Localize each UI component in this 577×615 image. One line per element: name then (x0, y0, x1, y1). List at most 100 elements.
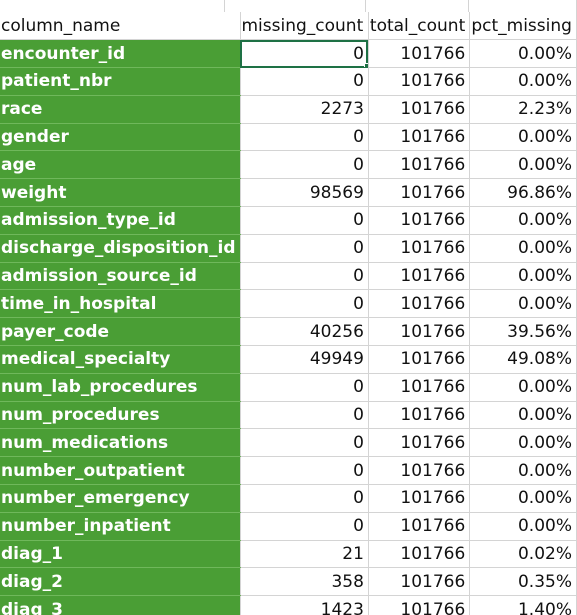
cell-total-count[interactable]: 101766 (368, 262, 471, 291)
cell-total-count[interactable]: 101766 (368, 206, 471, 235)
cell-total-count[interactable]: 101766 (368, 456, 471, 486)
cell-column-name[interactable]: payer_code (0, 317, 241, 347)
cell-missing-count[interactable]: 0 (240, 206, 369, 235)
cell-column-name[interactable]: gender (0, 123, 241, 152)
table-row: gender 0 101766 0.00% (0, 123, 577, 152)
cell-pct-missing[interactable]: 0.35% (469, 567, 577, 597)
cell-total-count[interactable]: 101766 (368, 595, 471, 615)
cell-pct-missing[interactable]: 0.00% (469, 401, 577, 430)
cell-missing-count[interactable]: 0 (240, 401, 369, 430)
cell-total-count[interactable]: 101766 (368, 178, 471, 208)
cell-pct-missing[interactable]: 2.23% (469, 95, 577, 124)
cell-missing-count[interactable]: 0 (240, 373, 369, 402)
table-row: race 2273 101766 2.23% (0, 95, 577, 124)
cell-pct-missing[interactable]: 0.00% (469, 234, 577, 263)
cell-missing-count[interactable]: 0 (240, 123, 369, 152)
table-row: patient_nbr 0 101766 0.00% (0, 67, 577, 96)
cell-column-name[interactable]: num_lab_procedures (0, 373, 241, 402)
data-table: column_name missing_count total_count pc… (0, 12, 577, 615)
header-total-count[interactable]: total_count (368, 12, 471, 41)
cell-total-count[interactable]: 101766 (368, 39, 471, 69)
cell-total-count[interactable]: 101766 (368, 67, 471, 96)
header-column-name[interactable]: column_name (0, 12, 241, 41)
cell-missing-count[interactable]: 0 (240, 39, 369, 69)
cell-pct-missing[interactable]: 0.00% (469, 123, 577, 152)
cell-missing-count[interactable]: 0 (240, 428, 369, 458)
cell-missing-count[interactable]: 0 (240, 234, 369, 263)
cell-pct-missing[interactable]: 0.02% (469, 540, 577, 569)
cell-missing-count[interactable]: 2273 (240, 95, 369, 124)
cell-column-name[interactable]: diag_3 (0, 595, 241, 615)
cell-pct-missing[interactable]: 0.00% (469, 206, 577, 235)
cell-missing-count[interactable]: 0 (240, 67, 369, 96)
cell-total-count[interactable]: 101766 (368, 484, 471, 513)
cell-missing-count[interactable]: 0 (240, 262, 369, 291)
header-row: column_name missing_count total_count pc… (0, 12, 577, 41)
cell-pct-missing[interactable]: 0.00% (469, 512, 577, 541)
cell-missing-count[interactable]: 98569 (240, 178, 369, 208)
cell-column-name[interactable]: number_outpatient (0, 456, 241, 486)
header-strip-cell (469, 0, 577, 12)
cell-pct-missing[interactable]: 0.00% (469, 39, 577, 69)
cell-pct-missing[interactable]: 0.00% (469, 484, 577, 513)
header-pct-missing[interactable]: pct_missing (469, 12, 577, 41)
cell-column-name[interactable]: encounter_id (0, 39, 241, 69)
cell-missing-count[interactable]: 0 (240, 456, 369, 486)
cell-column-name[interactable]: patient_nbr (0, 67, 241, 96)
cell-missing-count[interactable]: 0 (240, 289, 369, 319)
cell-column-name[interactable]: weight (0, 178, 241, 208)
cell-total-count[interactable]: 101766 (368, 401, 471, 430)
cell-pct-missing[interactable]: 0.00% (469, 456, 577, 486)
cell-column-name[interactable]: medical_specialty (0, 345, 241, 374)
cell-pct-missing[interactable]: 0.00% (469, 373, 577, 402)
cell-missing-count[interactable]: 0 (240, 150, 369, 180)
table-row: time_in_hospital 0 101766 0.00% (0, 289, 577, 319)
cell-missing-count[interactable]: 0 (240, 484, 369, 513)
fill-handle[interactable] (363, 63, 368, 67)
cell-total-count[interactable]: 101766 (368, 567, 471, 597)
cell-column-name[interactable]: age (0, 150, 241, 180)
cell-total-count[interactable]: 101766 (368, 345, 471, 374)
cell-pct-missing[interactable]: 0.00% (469, 428, 577, 458)
cell-total-count[interactable]: 101766 (368, 95, 471, 124)
cell-missing-count[interactable]: 40256 (240, 317, 369, 347)
header-missing-count[interactable]: missing_count (240, 12, 369, 41)
cell-total-count[interactable]: 101766 (368, 123, 471, 152)
cell-column-name[interactable]: admission_source_id (0, 262, 241, 291)
cell-pct-missing[interactable]: 39.56% (469, 317, 577, 347)
cell-total-count[interactable]: 101766 (368, 512, 471, 541)
cell-total-count[interactable]: 101766 (368, 373, 471, 402)
cell-missing-count[interactable]: 21 (240, 540, 369, 569)
cell-missing-count[interactable]: 49949 (240, 345, 369, 374)
cell-total-count[interactable]: 101766 (368, 289, 471, 319)
cell-pct-missing[interactable]: 0.00% (469, 289, 577, 319)
cell-pct-missing[interactable]: 96.86% (469, 178, 577, 208)
cell-pct-missing[interactable]: 1.40% (469, 595, 577, 615)
cell-missing-count[interactable]: 0 (240, 512, 369, 541)
cell-total-count[interactable]: 101766 (368, 540, 471, 569)
cell-column-name[interactable]: diag_1 (0, 540, 241, 569)
cell-column-name[interactable]: number_emergency (0, 484, 241, 513)
table-row: num_medications 0 101766 0.00% (0, 428, 577, 458)
cell-total-count[interactable]: 101766 (368, 317, 471, 347)
cell-column-name[interactable]: discharge_disposition_id (0, 234, 241, 263)
table-row: num_lab_procedures 0 101766 0.00% (0, 373, 577, 402)
cell-column-name[interactable]: time_in_hospital (0, 289, 241, 319)
cell-total-count[interactable]: 101766 (368, 428, 471, 458)
cell-total-count[interactable]: 101766 (368, 150, 471, 180)
table-row: number_inpatient 0 101766 0.00% (0, 512, 577, 541)
cell-missing-count[interactable]: 1423 (240, 595, 369, 615)
cell-pct-missing[interactable]: 0.00% (469, 150, 577, 180)
cell-column-name[interactable]: num_medications (0, 428, 241, 458)
cell-total-count[interactable]: 101766 (368, 234, 471, 263)
cell-column-name[interactable]: race (0, 95, 241, 124)
cell-column-name[interactable]: admission_type_id (0, 206, 241, 235)
cell-column-name[interactable]: num_procedures (0, 401, 241, 430)
cell-pct-missing[interactable]: 0.00% (469, 67, 577, 96)
cell-pct-missing[interactable]: 49.08% (469, 345, 577, 374)
cell-column-name[interactable]: diag_2 (0, 567, 241, 597)
cell-missing-count[interactable]: 358 (240, 567, 369, 597)
cell-column-name[interactable]: number_inpatient (0, 512, 241, 541)
cell-pct-missing[interactable]: 0.00% (469, 262, 577, 291)
